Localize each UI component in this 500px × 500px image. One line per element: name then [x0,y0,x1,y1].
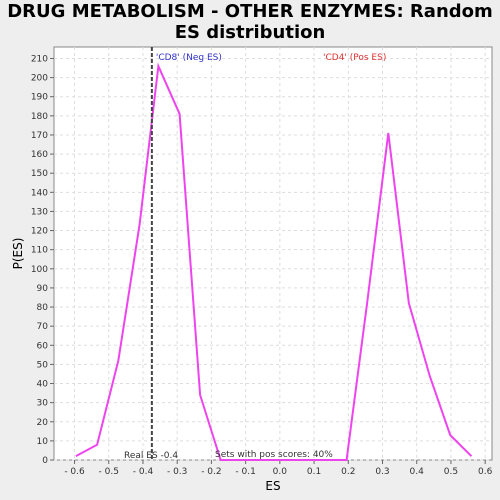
y-tick-label: 140 [31,188,48,198]
series-group [75,62,473,461]
x-axis-label: ES [265,479,280,493]
series-line [75,62,473,461]
neg-es-label: 'CD8' (Neg ES) [156,53,222,63]
pos-scores-label: Sets with pos scores: 40% [215,450,333,460]
x-tick-label: - 0.5 [99,467,119,477]
y-tick-label: 180 [31,112,48,122]
y-tick-label: 170 [31,131,48,141]
x-tick-label: 0.1 [307,467,321,477]
y-tick-label: 210 [31,54,48,64]
y-tick-label: 130 [31,207,48,217]
y-tick-label: 50 [37,360,49,370]
y-tick-label: 30 [37,399,49,409]
y-tick-label: 120 [31,227,48,237]
y-tick-label: 0 [42,456,48,466]
x-tick-label: 0.2 [341,467,355,477]
x-tick-label: 0.5 [444,467,458,477]
real-es-label: Real ES -0.4 [124,451,178,461]
x-tick-label: 0.4 [410,467,425,477]
x-tick-label: 0.0 [273,467,288,477]
x-tick-label: - 0.6 [64,467,85,477]
x-tick-label: - 0.1 [235,467,255,477]
plot-area [53,46,493,461]
y-tick-label: 80 [37,303,49,313]
pos-es-label: 'CD4' (Pos ES) [323,53,386,63]
x-axis: - 0.6 - 0.5 - 0.4 - 0.3 - 0.2 - 0.1 0.0 0.1 0.2 0… [64,460,493,477]
y-tick-label: 200 [31,74,48,84]
y-axis: 0 10 20 30 40 50 60 70 80 90 100 110 120 130 140 150 160… [31,54,54,466]
y-tick-label: 20 [37,418,49,428]
y-tick-label: 190 [31,93,48,103]
y-tick-label: 10 [37,437,49,447]
y-tick-label: 100 [31,265,48,275]
x-tick-label: - 0.3 [167,467,187,477]
y-tick-label: 90 [37,284,49,294]
y-tick-label: 70 [37,322,49,332]
x-tick-label: - 0.2 [201,467,221,477]
y-tick-label: 150 [31,169,48,179]
chart-title: DRUG METABOLISM - OTHER ENZYMES: Random … [7,1,493,43]
y-tick-label: 60 [37,341,49,351]
x-tick-label: - 0.4 [133,467,154,477]
grid-lines [54,47,492,461]
y-axis-label: P(ES) [11,238,25,270]
y-tick-label: 110 [31,246,48,256]
x-tick-label: 0.3 [375,467,389,477]
y-tick-label: 40 [37,380,49,390]
y-tick-label: 160 [31,150,48,160]
x-tick-label: 0.6 [478,467,493,477]
